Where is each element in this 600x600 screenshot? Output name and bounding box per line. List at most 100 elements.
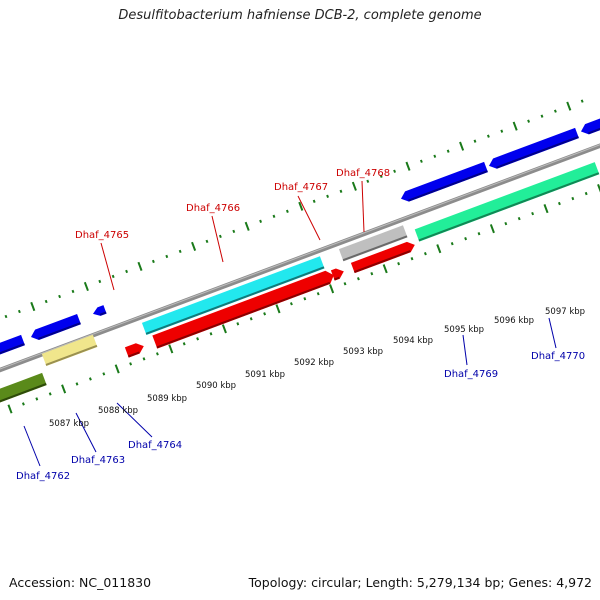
minor-tick: [580, 99, 584, 103]
major-tick: [221, 324, 227, 334]
olive-feature-block-shadow: [0, 383, 47, 403]
minor-tick: [102, 372, 106, 376]
leader-dhaf-4766: [211, 215, 224, 263]
minor-tick: [48, 392, 52, 396]
genome-backbone: [0, 143, 600, 373]
major-tick: [566, 101, 572, 111]
minor-tick: [285, 209, 289, 213]
gene-label-dhaf-4763[interactable]: Dhaf_4763: [71, 455, 125, 466]
tick-label-5093: 5093 kbp: [343, 347, 383, 357]
minor-tick: [423, 252, 427, 256]
major-tick: [543, 204, 549, 214]
genome-summary-text: Topology: circular; Length: 5,279,134 bp…: [248, 575, 592, 590]
minor-tick: [517, 216, 521, 221]
gene-dhaf-4768-block-shadow: [353, 250, 411, 273]
minor-tick: [259, 219, 263, 224]
major-tick: [191, 241, 197, 251]
tick-label-5091: 5091 kbp: [245, 370, 285, 380]
minor-tick: [553, 109, 557, 113]
minor-tick: [196, 337, 200, 341]
minor-tick: [450, 242, 454, 246]
major-tick: [436, 244, 442, 254]
gene-dhaf-4767-block: [330, 268, 344, 281]
minor-tick: [232, 229, 236, 234]
minor-tick: [111, 274, 115, 279]
yellow-feature-block-shadow: [45, 344, 98, 366]
gene-label-dhaf-4767[interactable]: Dhaf_4767: [274, 182, 328, 193]
gene-dhaf-4764-block-shadow: [99, 311, 107, 316]
minor-tick: [326, 194, 330, 198]
major-tick: [459, 141, 465, 151]
minor-tick: [263, 312, 267, 316]
gene-label-dhaf-4764[interactable]: Dhaf_4764: [128, 440, 182, 451]
gene-dhaf-4762-block: [0, 334, 25, 355]
major-tick: [244, 221, 250, 231]
leader-dhaf-4769: [462, 334, 468, 366]
minor-tick: [433, 154, 437, 158]
minor-tick: [446, 149, 450, 153]
minor-tick: [500, 129, 504, 133]
leader-dhaf-4763: [75, 412, 97, 453]
minor-tick: [540, 114, 544, 118]
minor-tick: [464, 236, 468, 241]
major-tick: [298, 201, 304, 211]
gene-label-dhaf-4768[interactable]: Dhaf_4768: [336, 168, 390, 179]
feature-track: [0, 118, 600, 403]
gene-dhaf-4766-block-shadow: [156, 281, 331, 349]
major-tick: [137, 261, 143, 271]
grey-feature-block: [338, 225, 408, 262]
minor-tick: [504, 221, 508, 226]
minor-tick: [356, 277, 360, 281]
tick-label-5090: 5090 kbp: [196, 381, 236, 391]
major-tick: [7, 404, 13, 414]
minor-tick: [366, 179, 370, 183]
leader-dhaf-4767: [297, 195, 321, 241]
minor-tick: [129, 362, 133, 366]
minor-tick: [339, 189, 343, 193]
minor-tick: [98, 279, 102, 284]
minor-tick: [316, 292, 320, 296]
gene-dhaf-4765-block: [124, 343, 144, 358]
tick-labels: 5087 kbp 5088 kbp 5089 kbp 5090 kbp 5091 kbp…: [49, 307, 585, 429]
minor-tick: [209, 332, 213, 336]
leader-dhaf-4770: [548, 317, 557, 349]
minor-tick: [486, 134, 490, 138]
minor-tick: [125, 269, 129, 274]
gene-dhaf-4768-block: [350, 241, 415, 274]
minor-tick: [312, 199, 316, 203]
minor-tick: [151, 259, 155, 264]
tick-label-5092: 5092 kbp: [294, 358, 334, 368]
leader-dhaf-4768: [361, 180, 365, 233]
leader-dhaf-4765: [100, 242, 115, 291]
gene-label-dhaf-4762[interactable]: Dhaf_4762: [16, 471, 70, 482]
backbone-line: [0, 143, 600, 373]
minor-tick: [236, 322, 240, 326]
tick-label-5095: 5095 kbp: [444, 325, 484, 335]
gene-dhaf-4770-block: [488, 127, 579, 169]
major-tick: [61, 384, 67, 394]
minor-tick: [370, 272, 374, 276]
major-tick: [275, 304, 281, 314]
gene-tail-block-shadow: [588, 127, 600, 135]
minor-tick: [205, 239, 209, 244]
gene-label-dhaf-4770[interactable]: Dhaf_4770: [531, 351, 585, 362]
major-tick: [351, 181, 357, 191]
gene-label-dhaf-4765[interactable]: Dhaf_4765: [75, 230, 129, 241]
gene-label-dhaf-4766[interactable]: Dhaf_4766: [186, 203, 240, 214]
minor-tick: [397, 262, 401, 266]
major-tick: [30, 301, 36, 312]
minor-tick: [88, 377, 92, 381]
minor-tick: [58, 294, 62, 299]
gene-label-dhaf-4769[interactable]: Dhaf_4769: [444, 369, 498, 380]
map-title: Desulfitobacterium hafniense DCB-2, comp…: [118, 8, 482, 23]
minor-tick: [410, 257, 414, 261]
minor-tick: [393, 169, 397, 173]
minor-tick: [218, 234, 222, 239]
major-tick: [168, 344, 174, 354]
minor-tick: [4, 314, 8, 319]
gene-dhaf-4766-block: [152, 270, 334, 349]
tick-label-5088: 5088 kbp: [98, 406, 138, 416]
